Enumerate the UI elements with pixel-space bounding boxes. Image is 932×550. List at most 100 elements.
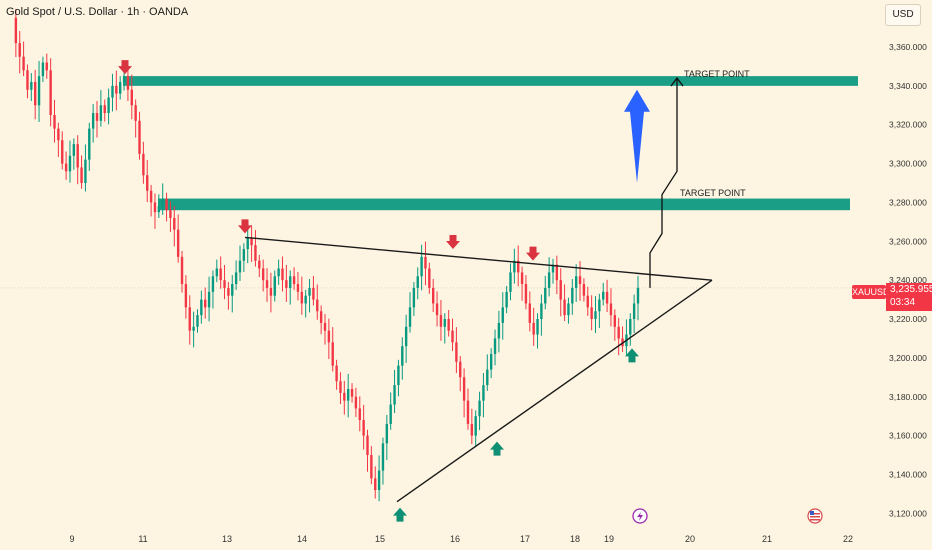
candle-body — [169, 210, 172, 218]
up-arrow-marker — [393, 507, 407, 522]
candle-body — [397, 365, 400, 386]
candle-body — [474, 416, 477, 436]
candle-body — [547, 272, 551, 288]
price-value-box: 3,235.955 03:34 — [886, 283, 932, 311]
candle-body — [482, 385, 485, 401]
candle-body — [22, 56, 25, 71]
price-value: 3,235.955 — [890, 284, 932, 295]
candle-body — [68, 155, 72, 172]
candle-body — [366, 435, 369, 456]
x-tick-label: 22 — [843, 534, 853, 544]
y-tick-label: 3,200.000 — [889, 353, 927, 363]
candle-body — [319, 311, 323, 323]
candle-body — [617, 326, 620, 339]
candle-body — [489, 354, 493, 370]
candle-body — [103, 105, 106, 114]
candle-body — [455, 342, 458, 362]
down-arrow-marker — [238, 219, 252, 234]
candle-body — [420, 256, 423, 277]
candle-body — [161, 198, 164, 207]
candle-body — [30, 81, 33, 90]
y-tick-label: 3,320.000 — [889, 120, 927, 130]
candle-body — [312, 287, 315, 300]
candle-body — [261, 268, 265, 281]
candle-body — [316, 299, 319, 312]
candle-body — [571, 287, 574, 304]
candle-body — [370, 455, 373, 479]
candle-body — [431, 287, 435, 304]
candle-body — [292, 276, 296, 285]
target-label-upper: TARGET POINT — [684, 69, 750, 79]
candle-body — [590, 307, 593, 320]
candle-body — [157, 206, 161, 213]
candle-body — [285, 280, 288, 288]
upper-trendline — [244, 236, 713, 281]
candle-body — [401, 346, 404, 366]
candle-body — [613, 315, 617, 327]
candle-body — [200, 299, 203, 316]
candle-body — [497, 322, 501, 339]
candle-body — [520, 272, 524, 285]
candle-body — [536, 319, 539, 335]
candle-body — [435, 303, 439, 316]
candle-body — [412, 287, 416, 308]
candle-body — [95, 113, 99, 121]
candle-body — [594, 311, 597, 320]
candle-body — [462, 377, 466, 401]
candle-body — [64, 163, 68, 172]
resistance-zone — [158, 198, 850, 211]
candle-body — [335, 365, 338, 382]
candle-body — [636, 287, 640, 304]
projection-arrow-head — [670, 76, 684, 87]
candle-body — [146, 175, 149, 191]
candle-body — [219, 268, 222, 281]
candle-body — [540, 303, 543, 320]
candle-body — [408, 307, 412, 327]
candle-body — [308, 287, 311, 296]
candle-body — [80, 167, 83, 183]
lightning-icon[interactable] — [632, 508, 648, 524]
x-tick-label: 18 — [570, 534, 580, 544]
candle-body — [598, 299, 601, 312]
candle-body — [49, 70, 52, 115]
candle-body — [602, 291, 605, 300]
candle-body — [204, 299, 207, 308]
x-tick-label: 19 — [604, 534, 614, 544]
candle-body — [304, 295, 307, 304]
candle-body — [501, 307, 504, 323]
candle-body — [470, 423, 474, 436]
candle-body — [354, 396, 358, 409]
us-flag-icon[interactable] — [807, 508, 823, 524]
y-tick-label: 3,260.000 — [889, 236, 927, 246]
x-tick-label: 20 — [685, 534, 695, 544]
y-tick-label: 3,280.000 — [889, 197, 927, 207]
candle-body — [381, 443, 385, 471]
x-tick-label: 15 — [375, 534, 385, 544]
currency-button[interactable]: USD — [885, 4, 921, 26]
candle-body — [532, 322, 535, 335]
candle-body — [61, 140, 64, 164]
candle-body — [26, 70, 29, 90]
candle-body — [176, 229, 180, 257]
candle-body — [196, 315, 199, 327]
candle-body — [528, 303, 532, 323]
candle-body — [277, 268, 280, 277]
candle-body — [53, 114, 56, 129]
candle-body — [130, 89, 133, 106]
target-label-lower: TARGET POINT — [680, 188, 746, 198]
chart-title: Gold Spot / U.S. Dollar · 1h · OANDA — [6, 6, 189, 18]
candle-body — [258, 260, 261, 269]
candle-body — [300, 291, 304, 304]
candle-body — [188, 307, 191, 331]
y-tick-label: 3,180.000 — [889, 392, 927, 402]
candle-body — [107, 97, 110, 114]
candle-body — [389, 404, 392, 424]
candle-body — [134, 105, 137, 121]
candle-body — [180, 256, 184, 285]
down-arrow-marker — [526, 246, 540, 261]
y-tick-label: 3,140.000 — [889, 469, 927, 479]
candle-body — [88, 128, 91, 160]
candle-body — [149, 190, 153, 203]
